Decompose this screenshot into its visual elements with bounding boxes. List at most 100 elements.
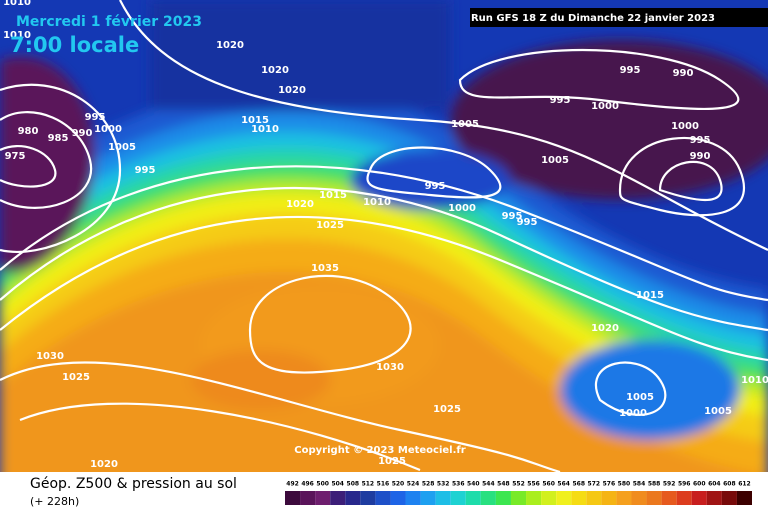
legend-label: 508 [347, 481, 360, 488]
isobar-label: 1000 [671, 121, 699, 132]
legend-swatch [676, 491, 692, 505]
legend-label: 496 [301, 481, 314, 488]
isobar-label: 980 [18, 126, 39, 137]
isobar-label: 995 [85, 112, 106, 123]
legend-label: 600 [693, 481, 706, 488]
isobar-label: 995 [425, 181, 446, 192]
isobar-labels: 1010101010201020102010151010995100099098… [3, 0, 768, 470]
legend-label: 604 [708, 481, 721, 488]
legend-label: 520 [392, 481, 405, 488]
isobar-label: 990 [673, 68, 694, 79]
legend-swatch [300, 491, 316, 505]
isobar-label: 995 [550, 95, 571, 106]
isobar-label: 985 [48, 133, 69, 144]
legend-label: 564 [557, 481, 570, 488]
isobar-label: 1000 [94, 124, 122, 135]
legend-swatch [601, 491, 617, 505]
time: 7:00 locale [10, 33, 139, 57]
legend-label: 608 [723, 481, 736, 488]
isobar-label: 990 [72, 128, 93, 139]
low-center [350, 150, 510, 210]
isobar [458, 49, 740, 111]
legend-swatch [435, 491, 451, 505]
legend-label: 612 [738, 481, 751, 488]
isobar-label: 1025 [316, 220, 344, 231]
legend-swatch [526, 491, 542, 505]
legend-swatch [465, 491, 481, 505]
isobar [0, 165, 768, 302]
legend-swatch [390, 491, 406, 505]
footer-lead: (+ 228h) [30, 495, 79, 508]
isobar-label: 1030 [376, 362, 404, 373]
isobar-label: 1000 [591, 101, 619, 112]
isobar-label: 1020 [591, 323, 619, 334]
legend-swatch [646, 491, 662, 505]
isobar-label: 1005 [626, 392, 654, 403]
isobar-label: 1015 [241, 115, 269, 126]
legend-label: 532 [437, 481, 450, 488]
isobar-label: 1020 [90, 459, 118, 470]
isobar-label: 1005 [541, 155, 569, 166]
legend-swatch [330, 491, 346, 505]
legend-swatch [285, 491, 301, 505]
top-blue [150, 0, 450, 110]
isobar [0, 361, 561, 472]
isobar-label: 990 [690, 151, 711, 162]
legend-label: 580 [618, 481, 631, 488]
date: Mercredi 1 février 2023 [16, 14, 202, 30]
legend-label: 528 [422, 481, 435, 488]
isobar-label: 1020 [216, 40, 244, 51]
isobar-label: 975 [5, 151, 26, 162]
copyright: Copyright © 2023 Meteociel.fr [294, 445, 465, 456]
legend-swatch [495, 491, 511, 505]
legend-swatch [571, 491, 587, 505]
legend-swatch [616, 491, 632, 505]
legend-label: 552 [512, 481, 525, 488]
isobar [658, 160, 723, 201]
low-se [560, 340, 740, 440]
isobar-label: 1025 [62, 372, 90, 383]
legend-label: 544 [482, 481, 495, 488]
legend-label: 592 [663, 481, 676, 488]
isobar-label: 1010 [251, 124, 279, 135]
legend-swatch [631, 491, 647, 505]
legend-swatch [450, 491, 466, 505]
isobar-label: 1035 [311, 263, 339, 274]
isobars [0, 0, 768, 472]
isobar-label: 1030 [36, 351, 64, 362]
legend-swatch [315, 491, 331, 505]
legend-label: 572 [588, 481, 601, 488]
legend-label: 556 [527, 481, 540, 488]
legend-label: 584 [633, 481, 646, 488]
isobar-label: 995 [502, 211, 523, 222]
isobar-label: 1005 [108, 142, 136, 153]
legend-label: 548 [497, 481, 510, 488]
isobar-label: 995 [620, 65, 641, 76]
isobar-label: 1010 [3, 0, 31, 8]
low-ne [450, 40, 768, 200]
isobar [0, 186, 768, 332]
legend-swatch [405, 491, 421, 505]
legend-swatch [345, 491, 361, 505]
isobar-label: 1010 [741, 375, 768, 386]
run-box [470, 8, 768, 27]
legend-label: 560 [542, 481, 555, 488]
legend-swatch [360, 491, 376, 505]
legend-swatch [661, 491, 677, 505]
legend-label: 524 [407, 481, 420, 488]
isobar [0, 215, 768, 362]
isobar-label: 1015 [319, 190, 347, 201]
isobar [366, 146, 502, 199]
isobar [19, 402, 421, 472]
legend-swatch [736, 491, 752, 505]
legend-swatch [480, 491, 496, 505]
legend-label: 492 [286, 481, 299, 488]
isobar-label: 995 [690, 135, 711, 146]
isobar [248, 274, 412, 374]
isobar-label: 1010 [3, 30, 31, 41]
legend-label: 504 [331, 481, 344, 488]
isobar-label: 1025 [378, 456, 406, 467]
isobar-label: 1005 [704, 406, 732, 417]
